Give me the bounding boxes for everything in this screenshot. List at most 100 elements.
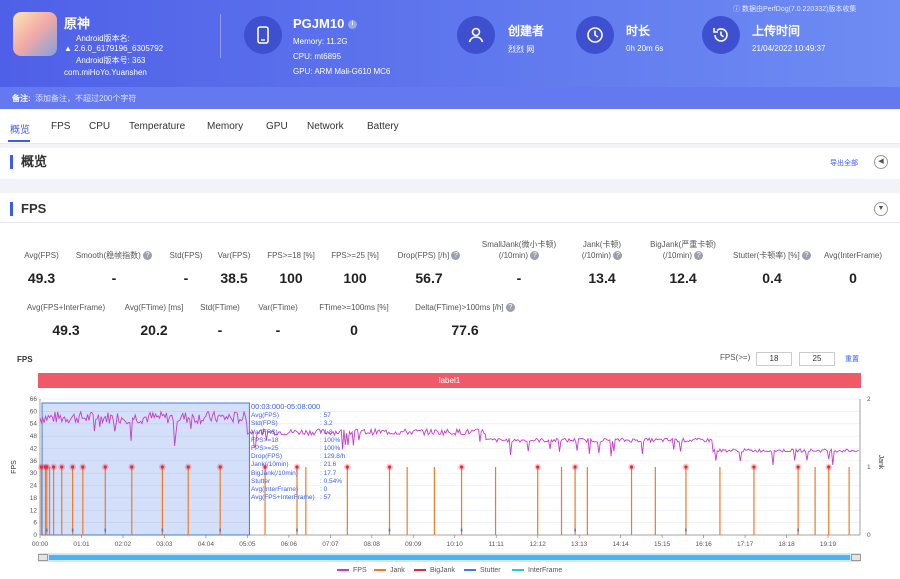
tooltip-key: Avg(InterFrame) — [251, 486, 299, 494]
tooltip-row: Drop(FPS): 129.8/h — [251, 453, 345, 461]
metric-label: Stutter(卡顿率) [%] ? — [731, 250, 813, 261]
device-gpu: GPU: ARM Mali-G610 MC6 — [293, 67, 391, 76]
tab-temperature[interactable]: Temperature — [129, 121, 186, 132]
metric-label: Avg(FTime) [ms] — [113, 302, 195, 313]
tooltip-range: 00:03:000-05:08:000 — [251, 402, 321, 411]
tooltip-key: FPS>=18 — [251, 436, 279, 444]
metric-value: - — [275, 322, 281, 338]
tab-gpu[interactable]: GPU — [266, 121, 288, 132]
legend-interframe-label: InterFrame — [528, 567, 563, 574]
tooltip-key: BigJank(/10min) — [251, 469, 298, 477]
tab-network[interactable]: Network — [307, 121, 344, 132]
legend-fps[interactable]: FPS — [337, 567, 367, 574]
tab-battery[interactable]: Battery — [367, 121, 399, 132]
tab-fps[interactable]: FPS — [51, 121, 71, 132]
info-icon[interactable]: i — [347, 20, 357, 30]
legend-fps-label: FPS — [353, 567, 367, 574]
metric-label: FTime>=100ms [%] — [308, 302, 400, 313]
collapse-left-icon[interactable]: ◀ — [874, 155, 888, 169]
creator-label: 创建者 — [508, 24, 545, 38]
tooltip-value: : 17.7 — [320, 469, 337, 477]
metric-value: - — [111, 270, 117, 286]
duration-label: 时长 — [626, 24, 651, 38]
help-icon[interactable]: ? — [505, 303, 515, 313]
metric-value: - — [516, 270, 522, 286]
tab-memory[interactable]: Memory — [207, 121, 244, 132]
legend-jank-label: Jank — [390, 567, 405, 574]
legend-stutter-label: Stutter — [480, 567, 501, 574]
user-icon — [457, 16, 495, 54]
remark-label: 备注: — [12, 94, 31, 103]
metric-label-text: (/10min) — [581, 251, 612, 260]
tab-overview[interactable]: 概览 — [10, 125, 30, 136]
chart-title: FPS — [17, 355, 33, 364]
metric-label: Avg(FPS+InterFrame) — [14, 302, 118, 313]
tooltip-row: Avg(FPS+InterFrame): 57 — [251, 494, 345, 502]
metric-label-text: FPS>=25 [%] — [331, 251, 379, 260]
tab-cpu[interactable]: CPU — [89, 121, 111, 132]
label-bar[interactable]: label1 — [38, 373, 861, 388]
device-model-text: PGJM10 — [293, 16, 345, 31]
active-tab-indicator — [8, 140, 30, 142]
history-icon — [702, 16, 740, 54]
threshold-input-2[interactable]: 25 — [799, 352, 835, 366]
help-icon[interactable]: ? — [613, 251, 623, 261]
metric-value: 49.3 — [52, 322, 80, 338]
tooltip-row: Std(FPS): 3.2 — [251, 420, 345, 428]
help-icon[interactable]: ? — [801, 251, 811, 261]
metric-label-text: Stutter(卡顿率) [%] — [733, 251, 800, 260]
metric-label-text: Var(FPS) — [217, 251, 251, 260]
metric-label-text: (/10min) — [662, 251, 693, 260]
metric-label: Std(FTime) — [190, 302, 250, 313]
device-model: PGJM10 i — [293, 16, 357, 31]
metric-label-text: Smooth(稳帧指数) — [75, 251, 141, 260]
tooltip-row: Avg(FPS): 57 — [251, 412, 345, 420]
help-icon[interactable]: ? — [143, 251, 153, 261]
version-name: ▲ 2.6.0_6179196_6305792 — [64, 44, 163, 53]
tooltip-value: : 3.2 — [320, 420, 333, 428]
metric-value: 0 — [350, 322, 358, 338]
tooltip-value: : 129.8/h — [320, 453, 346, 461]
remark-bar[interactable]: 备注: 添加备注，不超过200个字符 — [0, 87, 900, 109]
tooltip-value: : 1.8 — [320, 428, 333, 436]
metric-value: - — [217, 322, 223, 338]
package-name: com.miHoYo.Yuanshen — [64, 68, 147, 77]
legend-interframe-swatch — [512, 569, 524, 572]
tooltip-row: BigJank(/10min) : 17.7 — [251, 470, 345, 478]
tooltip-key: Stutter — [251, 477, 271, 485]
scrollbar-thumb[interactable] — [49, 555, 850, 560]
tooltip-value: : 0.54% — [320, 477, 343, 485]
metric-label-text: Std(FPS) — [169, 251, 203, 260]
overview-title: 概览 — [10, 155, 47, 169]
upload-value: 21/04/2022 10:49:37 — [752, 44, 826, 53]
legend-interframe[interactable]: InterFrame — [512, 567, 562, 574]
metric-label-text: BigJank(严重卡顿) — [650, 240, 716, 249]
help-icon[interactable]: ? — [694, 251, 704, 261]
legend-bigjank[interactable]: BigJank — [414, 567, 455, 574]
metric-value: 56.7 — [415, 270, 443, 286]
metric-label-text: (/10min) — [498, 251, 529, 260]
version-name-text: 2.6.0_6179196_6305792 — [74, 44, 164, 53]
reset-button[interactable]: 重置 — [845, 356, 859, 363]
tooltip-row: Jank(/10min): 21.6 — [251, 461, 345, 469]
metric-label-text: FPS>=18 [%] — [267, 251, 315, 260]
metric-label: Std(FPS) — [160, 250, 212, 261]
clock-icon — [576, 16, 614, 54]
collapse-down-icon[interactable]: ▼ — [874, 202, 888, 216]
legend-jank[interactable]: Jank — [374, 567, 405, 574]
help-icon[interactable]: ? — [530, 251, 540, 261]
remark-input[interactable]: 添加备注，不超过200个字符 — [35, 94, 137, 103]
metric-label: Smooth(稳帧指数) ? — [72, 250, 156, 261]
threshold-input-1[interactable]: 18 — [756, 352, 792, 366]
metric-label-text: FTime>=100ms [%] — [319, 303, 389, 312]
metric-value: 38.5 — [220, 270, 248, 286]
legend-stutter[interactable]: Stutter — [464, 567, 501, 574]
scrollbar-right-handle[interactable] — [851, 554, 861, 561]
duration-value: 0h 20m 6s — [626, 44, 664, 53]
help-icon[interactable]: ? — [451, 251, 461, 261]
data-source-text: 数据由PerfDog(7.0.220332)版本收集 — [741, 6, 857, 13]
export-all-link[interactable]: 导出全部 — [830, 160, 858, 167]
scrollbar-left-handle[interactable] — [38, 554, 48, 561]
device-memory: Memory: 11.2G — [293, 37, 348, 46]
metric-value: 20.2 — [140, 322, 168, 338]
